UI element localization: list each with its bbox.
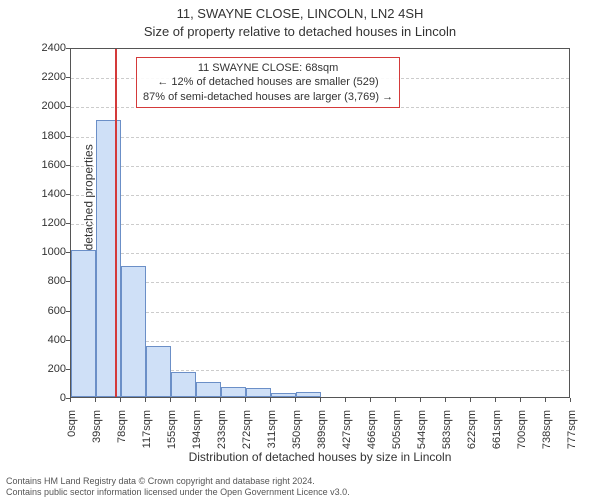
x-tick-label: 700sqm — [516, 410, 528, 460]
histogram-bar — [271, 393, 296, 397]
title-line2: Size of property relative to detached ho… — [0, 24, 600, 39]
y-tick-mark — [66, 281, 70, 282]
histogram-bar — [171, 372, 196, 397]
gridline — [71, 195, 569, 196]
gridline — [71, 166, 569, 167]
histogram-bar — [196, 382, 221, 397]
y-tick-label: 1400 — [26, 188, 66, 200]
y-tick-label: 1000 — [26, 246, 66, 258]
x-tick-label: 78sqm — [116, 410, 128, 460]
gridline — [71, 137, 569, 138]
y-tick-mark — [66, 106, 70, 107]
x-tick-label: 155sqm — [166, 410, 178, 460]
x-tick-label: 505sqm — [391, 410, 403, 460]
x-tick-label: 466sqm — [366, 410, 378, 460]
title-line1: 11, SWAYNE CLOSE, LINCOLN, LN2 4SH — [0, 6, 600, 21]
x-tick-label: 583sqm — [441, 410, 453, 460]
annotation-line: 11 SWAYNE CLOSE: 68sqm — [143, 61, 393, 75]
histogram-bar — [121, 266, 146, 397]
y-tick-label: 1200 — [26, 217, 66, 229]
y-tick-mark — [66, 311, 70, 312]
x-tick-mark — [170, 398, 171, 402]
x-tick-mark — [495, 398, 496, 402]
x-tick-mark — [220, 398, 221, 402]
x-tick-label: 117sqm — [141, 410, 153, 460]
plot-area: 11 SWAYNE CLOSE: 68sqm← 12% of detached … — [70, 48, 570, 398]
x-tick-label: 738sqm — [541, 410, 553, 460]
footer: Contains HM Land Registry data © Crown c… — [6, 476, 350, 498]
x-tick-label: 39sqm — [91, 410, 103, 460]
histogram-bar — [146, 346, 171, 397]
x-tick-label: 233sqm — [216, 410, 228, 460]
y-tick-mark — [66, 369, 70, 370]
x-tick-mark — [320, 398, 321, 402]
x-tick-mark — [95, 398, 96, 402]
y-tick-label: 600 — [26, 305, 66, 317]
gridline — [71, 224, 569, 225]
gridline — [71, 253, 569, 254]
histogram-bar — [246, 388, 271, 397]
x-tick-mark — [395, 398, 396, 402]
x-tick-mark — [545, 398, 546, 402]
y-tick-label: 800 — [26, 275, 66, 287]
y-tick-mark — [66, 340, 70, 341]
y-tick-mark — [66, 223, 70, 224]
histogram-bar — [221, 387, 246, 397]
x-tick-label: 661sqm — [491, 410, 503, 460]
y-tick-label: 2000 — [26, 100, 66, 112]
histogram-bar — [96, 120, 121, 397]
x-tick-mark — [70, 398, 71, 402]
y-tick-label: 200 — [26, 363, 66, 375]
x-tick-mark — [570, 398, 571, 402]
x-tick-mark — [145, 398, 146, 402]
y-tick-mark — [66, 136, 70, 137]
x-tick-label: 427sqm — [341, 410, 353, 460]
y-tick-label: 400 — [26, 334, 66, 346]
x-tick-mark — [445, 398, 446, 402]
x-tick-mark — [470, 398, 471, 402]
x-tick-mark — [270, 398, 271, 402]
histogram-bar — [71, 250, 96, 397]
y-tick-mark — [66, 77, 70, 78]
y-tick-mark — [66, 48, 70, 49]
x-tick-mark — [370, 398, 371, 402]
footer-line1: Contains HM Land Registry data © Crown c… — [6, 476, 350, 487]
x-tick-mark — [195, 398, 196, 402]
annotation-line: ← 12% of detached houses are smaller (52… — [143, 75, 393, 89]
y-tick-label: 0 — [26, 392, 66, 404]
histogram-bar — [296, 392, 321, 397]
x-tick-mark — [420, 398, 421, 402]
x-tick-label: 194sqm — [191, 410, 203, 460]
x-tick-label: 0sqm — [66, 410, 78, 460]
x-tick-mark — [520, 398, 521, 402]
x-tick-mark — [345, 398, 346, 402]
y-tick-label: 2400 — [26, 42, 66, 54]
x-tick-label: 350sqm — [291, 410, 303, 460]
x-tick-mark — [245, 398, 246, 402]
x-tick-label: 622sqm — [466, 410, 478, 460]
x-tick-label: 777sqm — [566, 410, 578, 460]
y-tick-label: 1600 — [26, 159, 66, 171]
x-tick-mark — [295, 398, 296, 402]
annotation-box: 11 SWAYNE CLOSE: 68sqm← 12% of detached … — [136, 57, 400, 108]
y-tick-mark — [66, 252, 70, 253]
annotation-line: 87% of semi-detached houses are larger (… — [143, 90, 393, 104]
y-tick-mark — [66, 194, 70, 195]
x-tick-label: 389sqm — [316, 410, 328, 460]
x-tick-label: 272sqm — [241, 410, 253, 460]
y-tick-label: 2200 — [26, 71, 66, 83]
footer-line2: Contains public sector information licen… — [6, 487, 350, 498]
x-tick-label: 544sqm — [416, 410, 428, 460]
chart-container: 11, SWAYNE CLOSE, LINCOLN, LN2 4SH Size … — [0, 0, 600, 500]
y-tick-mark — [66, 165, 70, 166]
x-tick-label: 311sqm — [266, 410, 278, 460]
property-marker-line — [115, 49, 117, 397]
x-axis-label: Distribution of detached houses by size … — [20, 450, 600, 464]
y-tick-label: 1800 — [26, 130, 66, 142]
x-tick-mark — [120, 398, 121, 402]
